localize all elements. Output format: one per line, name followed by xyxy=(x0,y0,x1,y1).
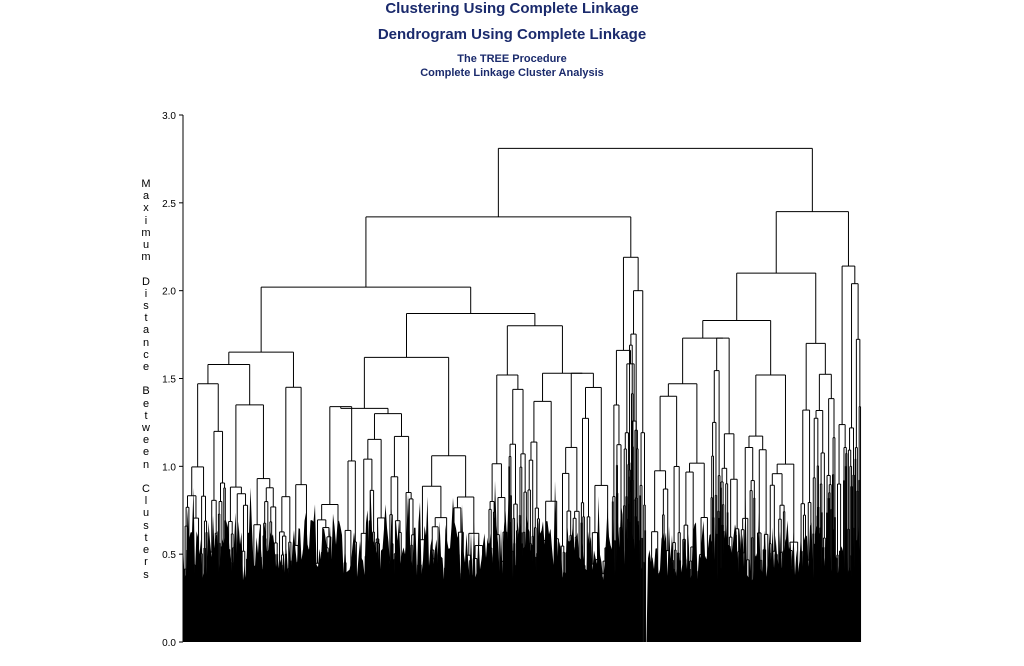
dendrogram-tree xyxy=(183,147,862,642)
analysis-title: Complete Linkage Cluster Analysis xyxy=(420,67,604,79)
y-tick-label: 1.0 xyxy=(162,462,176,473)
chart-title: Clustering Using Complete Linkage xyxy=(385,0,639,17)
y-tick-label: 0.5 xyxy=(162,550,176,561)
y-tick-label: 2.5 xyxy=(162,199,176,210)
y-tick-label: 0.0 xyxy=(162,638,176,649)
y-tick-label: 2.0 xyxy=(162,287,176,298)
y-tick-label: 3.0 xyxy=(162,111,176,122)
leaf-mass xyxy=(183,480,861,642)
y-axis: 0.0 0.5 1.0 1.5 2.0 2.5 3.0 xyxy=(162,111,184,649)
procedure-title: The TREE Procedure xyxy=(457,53,567,65)
y-tick-label: 1.5 xyxy=(162,375,176,386)
chart-subtitle: Dendrogram Using Complete Linkage xyxy=(377,26,647,43)
